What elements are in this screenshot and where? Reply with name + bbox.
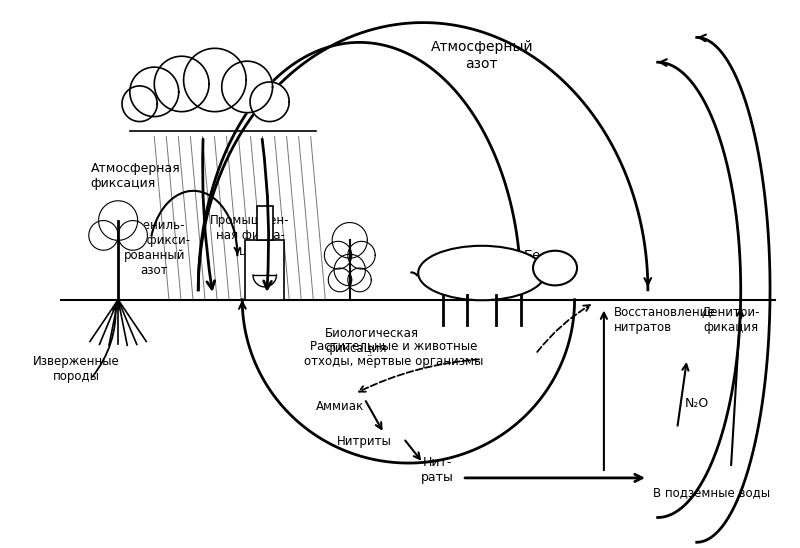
Polygon shape — [253, 275, 277, 287]
Polygon shape — [324, 241, 352, 269]
Ellipse shape — [533, 251, 577, 286]
Text: Промышлен-
ная фикса-
ция: Промышлен- ная фикса- ция — [210, 214, 290, 257]
Polygon shape — [348, 268, 371, 292]
Polygon shape — [154, 56, 209, 112]
Polygon shape — [250, 82, 289, 122]
Polygon shape — [328, 268, 352, 292]
Text: Биологическая
фиксация: Биологическая фиксация — [326, 328, 419, 356]
Text: Атмосферный
азот: Атмосферный азот — [430, 41, 533, 71]
Text: N₂O: N₂O — [685, 397, 709, 410]
Bar — [257, 206, 273, 241]
Text: Аммиак: Аммиак — [316, 400, 364, 413]
Polygon shape — [348, 241, 375, 269]
Text: Белок: Белок — [524, 249, 566, 262]
Polygon shape — [118, 220, 147, 250]
Text: Атмосферная
фиксация: Атмосферная фиксация — [90, 162, 181, 190]
Polygon shape — [98, 201, 138, 241]
Polygon shape — [184, 48, 246, 112]
Polygon shape — [122, 86, 158, 122]
Polygon shape — [222, 61, 273, 113]
Polygon shape — [130, 67, 178, 117]
Text: Ювениль-
ный фикси-
рованный
азот: Ювениль- ный фикси- рованный азот — [118, 219, 190, 277]
Text: В подземные воды: В подземные воды — [653, 486, 770, 499]
Text: Нитриты: Нитриты — [337, 435, 392, 448]
Polygon shape — [334, 254, 366, 286]
Text: Растительные и животные
отходы, мёртвые организмы: Растительные и животные отходы, мёртвые … — [304, 340, 483, 368]
Ellipse shape — [418, 246, 546, 300]
Polygon shape — [332, 222, 367, 258]
Text: Восстановление
нитратов: Восстановление нитратов — [614, 306, 715, 334]
Polygon shape — [89, 220, 118, 250]
Bar — [245, 241, 284, 300]
Text: Изверженные
породы: Изверженные породы — [33, 355, 119, 383]
Text: Нит-
раты: Нит- раты — [422, 456, 454, 484]
Text: Денитри-
фикация: Денитри- фикация — [702, 306, 760, 334]
